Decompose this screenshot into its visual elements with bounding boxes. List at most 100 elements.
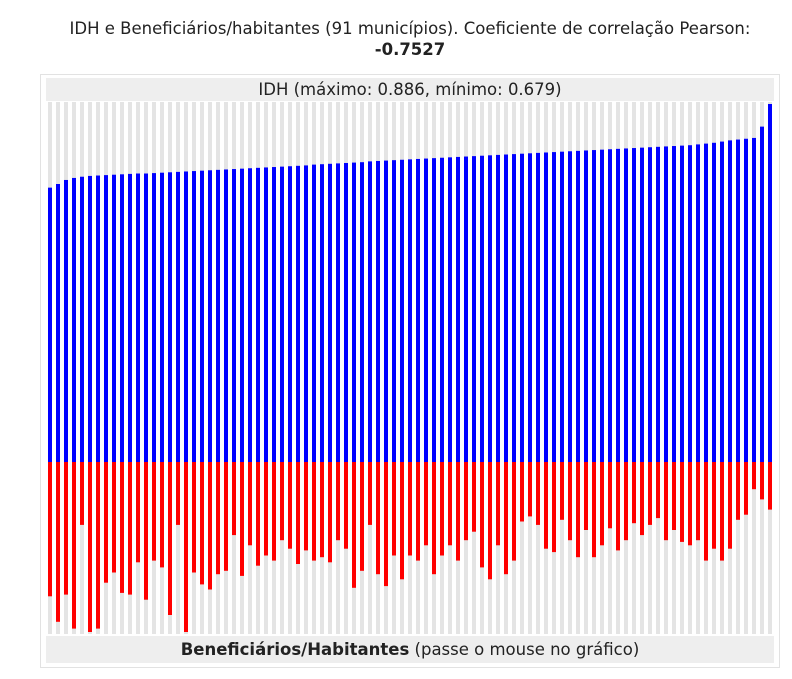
bar <box>272 167 276 462</box>
bar <box>728 140 732 462</box>
bar <box>112 462 116 573</box>
bar <box>576 150 580 462</box>
bar <box>560 462 564 520</box>
bar <box>400 462 404 580</box>
chart-title: IDH e Beneficiários/habitantes (91 munic… <box>46 18 774 60</box>
bar <box>112 174 116 462</box>
bar <box>88 175 92 462</box>
bar <box>472 462 476 532</box>
bar <box>248 462 252 546</box>
bar <box>304 462 308 551</box>
bar <box>688 462 692 546</box>
bar <box>192 171 196 462</box>
bar <box>224 169 228 462</box>
bar <box>48 187 52 462</box>
bar <box>720 141 724 462</box>
bar <box>448 462 452 546</box>
bar <box>520 462 524 522</box>
bar <box>288 166 292 462</box>
bar <box>488 155 492 462</box>
bar <box>656 462 660 519</box>
bar <box>392 160 396 462</box>
bar <box>128 462 132 595</box>
bar <box>72 177 76 462</box>
bar <box>480 155 484 462</box>
bar <box>176 462 180 525</box>
bar <box>80 462 84 525</box>
bar <box>712 142 716 462</box>
bar <box>552 462 556 553</box>
bar <box>184 171 188 462</box>
bar <box>200 170 204 463</box>
bar <box>336 462 340 541</box>
bar <box>736 139 740 462</box>
bar <box>264 462 268 556</box>
bar <box>96 175 100 463</box>
bar <box>648 147 652 463</box>
bar <box>544 152 548 462</box>
bar <box>608 462 612 529</box>
bar <box>544 462 548 549</box>
bar <box>584 462 588 530</box>
bar <box>72 462 76 629</box>
bar <box>464 156 468 463</box>
bar <box>696 462 700 541</box>
bar <box>416 158 420 463</box>
bar <box>528 153 532 462</box>
bar <box>208 170 212 463</box>
bar <box>424 462 428 546</box>
bar <box>512 154 516 463</box>
bar <box>672 146 676 462</box>
bar <box>144 462 148 600</box>
bar <box>104 462 108 583</box>
bar <box>504 154 508 462</box>
bar <box>536 462 540 525</box>
bar <box>360 462 364 571</box>
bar <box>704 143 708 462</box>
bar <box>512 462 516 561</box>
bar <box>632 148 636 462</box>
bar <box>256 462 260 566</box>
bar <box>160 172 164 463</box>
bar <box>632 462 636 524</box>
bar <box>360 162 364 462</box>
bar <box>208 462 212 590</box>
bar <box>648 462 652 525</box>
bar <box>768 104 772 462</box>
bar <box>440 462 444 556</box>
bar <box>304 165 308 462</box>
bar <box>608 149 612 463</box>
bar <box>272 462 276 561</box>
bar <box>696 144 700 463</box>
pearson-value: -0.7527 <box>374 40 446 59</box>
bar <box>376 160 380 463</box>
bar <box>680 145 684 462</box>
bar <box>440 157 444 462</box>
bar <box>624 148 628 462</box>
bar <box>248 168 252 463</box>
bar <box>584 150 588 462</box>
bar <box>256 167 260 462</box>
bar <box>64 179 68 463</box>
title-text: IDH e Beneficiários/habitantes (91 munic… <box>69 19 751 38</box>
bar <box>296 165 300 463</box>
bar <box>496 154 500 462</box>
bar <box>352 462 356 588</box>
bar <box>192 462 196 573</box>
bar <box>312 462 316 561</box>
bar <box>264 167 268 462</box>
bar <box>464 462 468 541</box>
bar <box>104 175 108 463</box>
bar <box>152 173 156 463</box>
bar <box>624 462 628 541</box>
bar <box>176 171 180 462</box>
bar <box>96 462 100 629</box>
bar <box>200 462 204 585</box>
bar <box>216 462 220 575</box>
bar <box>656 146 660 463</box>
bar <box>120 462 124 593</box>
bar <box>568 151 572 462</box>
bar <box>408 462 412 556</box>
